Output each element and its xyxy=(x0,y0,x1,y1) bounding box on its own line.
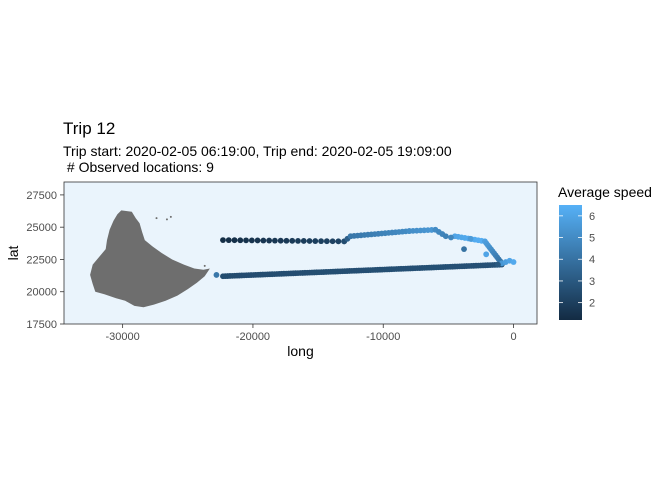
island-shape xyxy=(90,210,210,308)
track-point xyxy=(277,237,284,244)
track-point xyxy=(323,238,330,245)
track-point xyxy=(248,237,255,244)
track-point xyxy=(283,237,290,244)
track-point xyxy=(266,237,273,244)
legend: Average speed 2 3 4 5 6 xyxy=(558,184,652,320)
chart-subtitle-line-1: Trip start: 2020-02-05 06:19:00, Trip en… xyxy=(63,143,452,159)
track-point xyxy=(510,259,517,265)
track-point xyxy=(243,237,249,244)
y-axis-label: lat xyxy=(5,246,21,261)
islet xyxy=(169,215,172,218)
x-tick-label: 0 xyxy=(510,331,516,343)
legend-break-label: 6 xyxy=(589,211,595,223)
track-point xyxy=(295,237,301,244)
x-axis-label: long xyxy=(287,343,313,359)
track-point xyxy=(237,237,244,244)
track-point xyxy=(213,272,220,278)
track-point xyxy=(220,237,226,243)
y-tick-label: 17500 xyxy=(26,319,57,331)
y-axis: 17500 20000 22500 25000 27500 xyxy=(26,190,64,331)
track-point xyxy=(495,261,501,268)
chart-subtitle-line-2: # Observed locations: 9 xyxy=(63,159,214,175)
track-point xyxy=(318,238,324,245)
x-tick-label: -30000 xyxy=(106,331,140,343)
track-point xyxy=(312,238,319,244)
track-point xyxy=(461,246,467,253)
islet xyxy=(155,217,158,220)
track-point xyxy=(448,234,454,241)
legend-break-label: 5 xyxy=(589,233,595,245)
track-point xyxy=(260,237,267,244)
legend-colorbar xyxy=(559,205,582,320)
x-tick-label: -20000 xyxy=(236,331,270,343)
x-axis: -30000 -20000 -10000 0 xyxy=(106,324,517,343)
islet xyxy=(165,218,168,221)
track-point xyxy=(467,235,474,242)
y-tick-label: 20000 xyxy=(26,287,57,299)
track-point xyxy=(225,237,232,244)
track-point xyxy=(254,237,261,244)
y-tick-label: 25000 xyxy=(26,222,57,234)
y-tick-label: 22500 xyxy=(26,254,57,266)
x-tick-label: -10000 xyxy=(366,331,400,343)
track-point xyxy=(329,238,336,245)
legend-title: Average speed xyxy=(558,184,652,200)
legend-break-label: 2 xyxy=(589,298,595,310)
track-point xyxy=(289,237,296,244)
track-point xyxy=(272,237,278,244)
track-point xyxy=(231,237,238,244)
legend-break-label: 3 xyxy=(589,276,595,288)
track-point xyxy=(335,238,342,245)
islet xyxy=(203,264,206,267)
y-tick-label: 27500 xyxy=(26,190,57,202)
plot-content xyxy=(90,210,517,308)
track-point xyxy=(306,238,313,244)
track-point xyxy=(300,238,307,244)
legend-break-label: 4 xyxy=(589,254,595,266)
chart-title: Trip 12 xyxy=(63,119,115,138)
track-point xyxy=(483,251,490,258)
track-point xyxy=(442,233,449,240)
